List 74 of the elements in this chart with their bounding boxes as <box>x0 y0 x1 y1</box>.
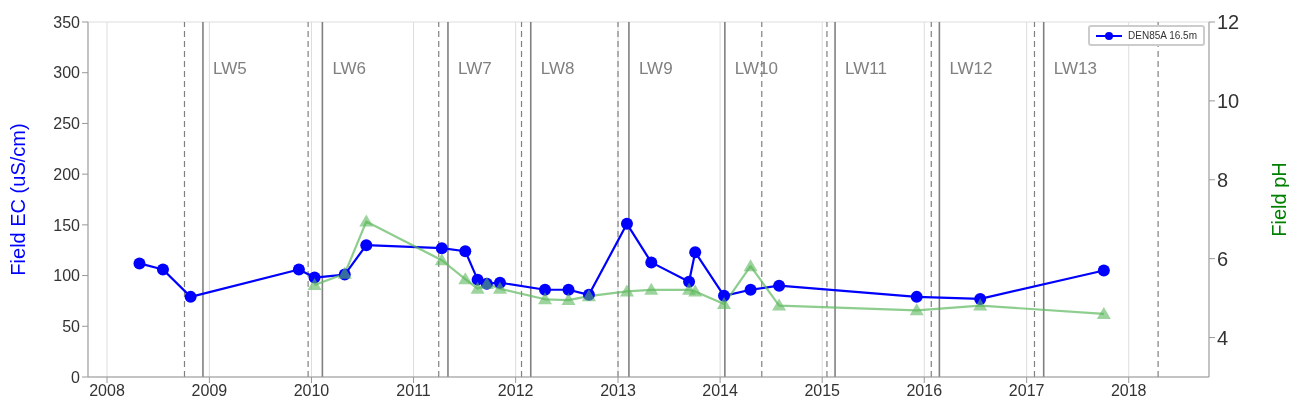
y2-tick-label: 10 <box>1217 89 1240 112</box>
ref-line-label: LW8 <box>540 59 575 78</box>
point <box>909 303 924 316</box>
point <box>459 245 472 258</box>
point <box>434 253 449 266</box>
y2-tick-label: 6 <box>1217 247 1229 270</box>
y-tick-label: 200 <box>53 165 81 183</box>
y-tick-label: 250 <box>53 115 81 133</box>
point <box>493 276 506 289</box>
y-axis-title: Field EC (uS/cm) <box>7 123 30 276</box>
point <box>689 246 702 259</box>
point <box>688 284 703 297</box>
point <box>1097 264 1110 277</box>
point <box>156 263 169 276</box>
point <box>683 275 696 288</box>
point <box>470 281 485 294</box>
point <box>359 214 374 227</box>
x-tick-label: 2011 <box>396 382 431 400</box>
point <box>772 298 787 311</box>
x-tick-label: 2012 <box>497 382 534 400</box>
point <box>471 273 484 286</box>
x-tick-label: 2013 <box>600 382 636 400</box>
point <box>717 297 732 310</box>
point <box>292 263 305 276</box>
point <box>1096 306 1111 319</box>
y2-tick-label: 4 <box>1217 326 1229 349</box>
point <box>744 283 757 296</box>
ref-line-label: LW7 <box>457 59 492 78</box>
point <box>492 281 507 294</box>
point <box>184 290 197 303</box>
ref-line-label: LW11 <box>845 59 887 78</box>
y2-tick-label: 8 <box>1217 168 1229 191</box>
x-tick-label: 2017 <box>1008 382 1045 400</box>
point <box>743 259 758 272</box>
x-tick-label: 2008 <box>89 382 125 400</box>
point <box>133 257 146 270</box>
point <box>718 289 731 302</box>
ref-line-label: LW6 <box>332 59 367 78</box>
point <box>562 283 575 296</box>
ref-line-label: LW13 <box>1053 59 1097 78</box>
legend-label: DEN85A 16.5m <box>1128 30 1197 41</box>
ref-line-label: LW10 <box>734 59 779 78</box>
y-tick-label: 150 <box>53 216 81 234</box>
point <box>773 279 786 292</box>
point <box>538 292 553 305</box>
point <box>307 278 322 291</box>
point <box>561 293 576 306</box>
point <box>458 272 473 285</box>
y-tick-label: 350 <box>53 13 81 31</box>
point <box>910 290 923 303</box>
ref-line-label: LW5 <box>212 59 247 78</box>
point <box>644 282 659 295</box>
y-tick-label: 0 <box>71 368 81 386</box>
x-tick-label: 2010 <box>293 382 330 400</box>
point <box>435 242 448 255</box>
point <box>308 271 321 284</box>
x-tick-label: 2014 <box>702 382 738 400</box>
x-tick-label: 2016 <box>906 382 943 400</box>
y2-tick-label: 12 <box>1217 11 1240 34</box>
x-tick-label: 2018 <box>1110 382 1147 400</box>
ref-line-label: LW12 <box>949 59 993 78</box>
y-tick-label: 50 <box>62 317 81 335</box>
ref-line-label: LW9 <box>638 59 673 78</box>
point <box>360 239 373 252</box>
y-tick-label: 300 <box>53 64 81 82</box>
point <box>973 298 988 311</box>
y-tick-label: 100 <box>53 267 81 285</box>
point <box>539 283 552 296</box>
point <box>620 217 633 230</box>
x-tick-label: 2009 <box>191 382 228 400</box>
x-tick-label: 2015 <box>804 382 841 400</box>
point <box>974 292 987 305</box>
point <box>645 256 658 269</box>
point <box>619 284 634 297</box>
